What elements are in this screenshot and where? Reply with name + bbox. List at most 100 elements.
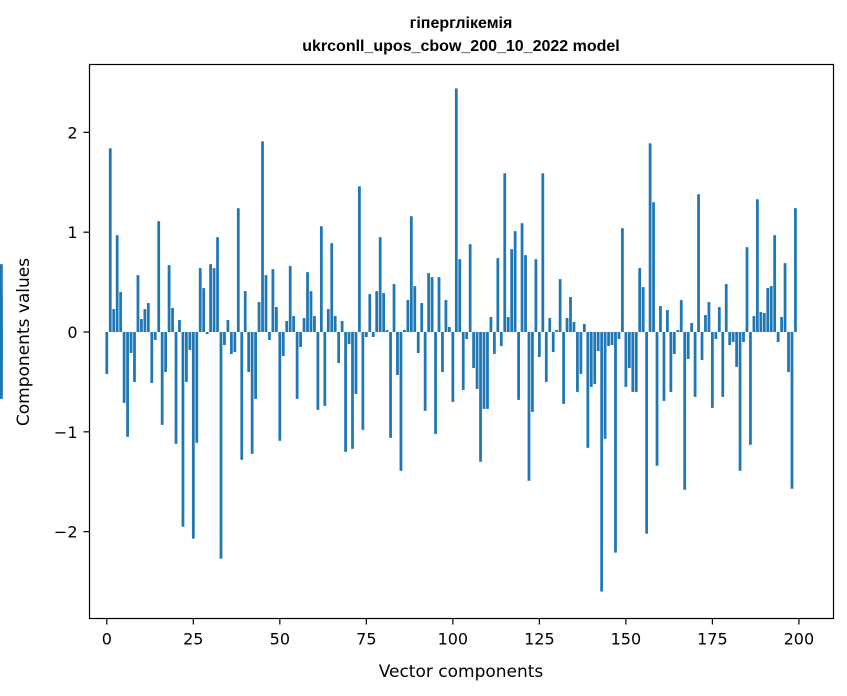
bar-component-32 [216,237,219,333]
bar-component-153 [634,332,638,392]
x-tick-label: 175 [697,630,728,649]
chart-title: гіперглікемія [410,15,513,32]
bar-component-42 [250,332,254,454]
y-tick-label: 2 [67,123,77,142]
y-tick-label: 0 [67,323,77,342]
bar-component-169 [690,323,694,333]
bar-component-5 [122,332,126,403]
bar-component-102 [458,259,462,333]
bar-component-178 [721,332,725,397]
plot-area-frame [88,63,835,620]
bar-component-142 [596,332,600,351]
bar-component-175 [711,332,714,408]
bar-component-156 [645,332,649,534]
bar-component-120 [520,223,524,333]
bar-component-106 [472,332,475,368]
bar-component-119 [517,332,520,400]
bar-component-115 [503,173,507,333]
bar-component-92 [423,332,427,411]
bar-component-91 [420,303,424,333]
bar-component-undefined [0,332,3,359]
bar-component-77 [371,332,375,338]
bar-component-36 [229,332,233,354]
bar-component-133 [565,318,569,333]
bar-component-167 [683,332,687,490]
bar-component-193 [773,235,777,333]
bar-component-6 [126,332,129,437]
bar-component-47 [268,332,271,341]
bar-component-74 [361,332,365,430]
bar-component-149 [621,228,624,333]
bar-component-72 [354,332,358,394]
bar-component-190 [762,313,766,333]
bar-component-113 [496,258,500,333]
bar-component-83 [392,284,396,333]
bar-component-41 [247,332,251,372]
bar-component-132 [562,332,565,404]
x-tick-label: 100 [438,630,469,649]
bar-component-140 [589,332,593,387]
bar-component-154 [638,268,642,333]
bar-component-131 [558,279,562,333]
bar-component-38 [236,208,240,333]
bar-component-164 [672,332,676,354]
bar-component-197 [787,332,790,372]
bar-component-117 [510,249,514,333]
bar-component-182 [735,332,738,367]
bar-component-17 [164,332,168,372]
bar-component-127 [544,332,548,382]
bar-component-104 [465,332,469,340]
bar-component-148 [617,332,621,340]
bar-component-101 [454,88,458,333]
bar-component-155 [641,287,645,333]
bar-component-10 [140,319,143,333]
bar-component-2 [112,309,116,333]
bar-component-174 [707,302,711,333]
bar-component-53 [288,266,292,333]
bar-component-81 [385,330,389,333]
bar-component-189 [759,312,763,333]
bar-component-54 [292,316,296,333]
bar-component-161 [662,332,666,401]
bar-component-138 [582,324,586,333]
y-tick-label: −1 [54,423,78,442]
bar-component-116 [506,317,510,333]
x-tick-label: 0 [102,630,112,649]
bar-component-12 [146,303,150,333]
bar-component-114 [499,332,503,346]
bar-component-66 [333,316,337,333]
bar-component-23 [185,332,188,382]
x-axis-ticks: 0 25 50 75 100 125 150 175 200 [102,618,814,649]
bar-component-192 [769,286,773,333]
bar-component-183 [738,332,742,471]
bar-component-46 [264,275,268,333]
bar-component-25 [191,332,195,539]
bar-component-35 [226,320,230,333]
bar-component-97 [441,332,444,372]
bar-component-28 [202,288,206,333]
bar-component-134 [569,297,572,333]
x-tick-label: 75 [356,630,376,649]
bar-component-22 [181,332,185,527]
bar-component-122 [527,332,531,481]
bar-component-61 [316,332,320,410]
bar-component-75 [364,332,368,338]
bar-component-196 [783,263,787,333]
bar-component-145 [607,332,610,346]
bar-component-26 [195,332,199,443]
bar-component-89 [413,286,417,333]
bar-component-137 [579,332,583,374]
x-axis-label: Vector components [379,662,544,682]
bar-component-121 [524,255,527,333]
bar-component-0 [105,332,109,374]
bar-component-71 [351,332,354,449]
bar-component-85 [399,332,403,471]
bar-component-57 [302,318,306,333]
bar-component-95 [434,332,437,434]
bar-component-68 [340,321,344,333]
bar-component-168 [686,332,690,359]
chart-subtitle: ukrconll_upos_cbow_200_10_2022 model [302,38,619,55]
bar-component-129 [551,332,555,352]
bar-component-162 [666,310,669,333]
